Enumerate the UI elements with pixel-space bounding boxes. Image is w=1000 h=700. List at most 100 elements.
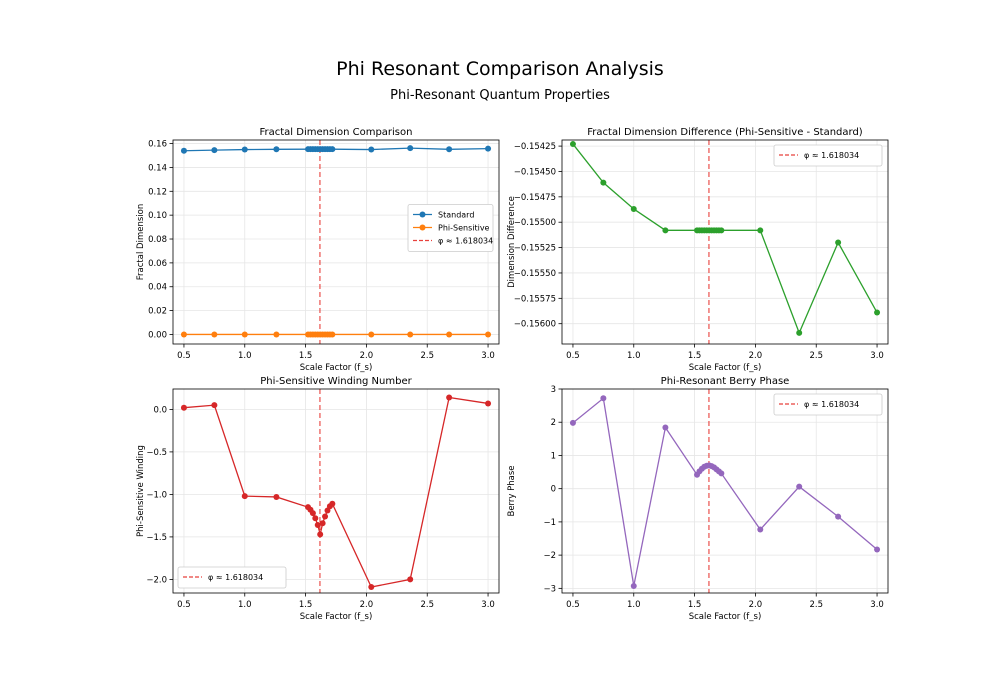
legend-label: Phi-Sensitive xyxy=(438,224,490,233)
legend-label: φ ≈ 1.618034 xyxy=(438,237,493,246)
legend-label: φ ≈ 1.618034 xyxy=(208,573,263,582)
y-tick-label: −0.15425 xyxy=(514,142,556,152)
data-point-standard-point-14 xyxy=(329,146,336,153)
data-point-berry-point-16 xyxy=(796,483,803,490)
plot-frame xyxy=(172,139,500,345)
y-tick-label: −0.15475 xyxy=(514,193,556,203)
y-axis-label: Dimension Difference xyxy=(507,196,517,288)
data-point-difference-point-0 xyxy=(569,141,576,148)
x-axis-label: Scale Factor (f_s) xyxy=(300,363,373,373)
y-tick-label: −0.5 xyxy=(146,448,167,458)
chart-fractal-dimension-difference: 0.5 1.0 1.5 2.0 2.5 3.0 −0.15425 −0.15450 −0.154… xyxy=(507,127,889,373)
x-tick-label: 1.0 xyxy=(238,351,252,361)
data-point-phi-sensitive-point-3 xyxy=(273,331,280,338)
y-axis-label: Berry Phase xyxy=(507,465,517,516)
x-tick-label: 1.5 xyxy=(688,351,702,361)
data-point-difference-point-18 xyxy=(874,309,881,316)
chart-title: Fractal Dimension Difference (Phi-Sensit… xyxy=(587,127,863,138)
chart-title: Phi-Sensitive Winding Number xyxy=(260,376,412,387)
data-point-winding-point-10 xyxy=(319,520,326,527)
data-point-phi-sensitive-point-14 xyxy=(329,331,336,338)
y-tick-label: 0.04 xyxy=(148,283,167,293)
chart-fractal-dimension-comparison: 0.5 1.0 1.5 2.0 2.5 3.0 0.00 0.02 0.04 0.06 0.08 0.… xyxy=(136,127,500,373)
y-tick-label: 0.0 xyxy=(153,405,167,415)
data-point-standard-point-17 xyxy=(446,146,453,153)
data-point-difference-point-1 xyxy=(600,179,607,186)
y-tick-label: 3 xyxy=(551,385,556,395)
data-point-phi-sensitive-point-16 xyxy=(407,331,414,338)
x-tick-label: 1.5 xyxy=(299,600,313,610)
x-tick-label: 1.5 xyxy=(688,600,702,610)
x-tick-label: 1.0 xyxy=(627,600,641,610)
legend-box xyxy=(773,393,883,416)
y-tick-label: −2.0 xyxy=(146,575,167,585)
data-point-standard-point-1 xyxy=(211,147,218,154)
y-tick-label: 0.10 xyxy=(148,211,167,221)
plot-frame xyxy=(172,388,500,594)
data-point-phi-sensitive-point-17 xyxy=(446,331,453,338)
data-point-berry-point-2 xyxy=(630,583,637,590)
chart-title: Fractal Dimension Comparison xyxy=(260,127,413,138)
x-tick-label: 1.0 xyxy=(627,351,641,361)
legend: φ ≈ 1.618034 xyxy=(177,566,287,589)
data-point-winding-point-8 xyxy=(314,522,321,528)
y-tick-label: 0.02 xyxy=(148,307,167,317)
data-point-winding-point-7 xyxy=(312,515,319,522)
data-point-winding-point-9 xyxy=(317,531,324,538)
data-point-winding-point-14 xyxy=(329,500,336,507)
data-point-difference-point-14 xyxy=(718,227,725,234)
data-point-winding-point-6 xyxy=(309,510,316,517)
series-line-standard xyxy=(183,147,489,152)
data-point-winding-point-0 xyxy=(180,404,187,411)
figure-subtitle: Phi-Resonant Quantum Properties xyxy=(390,88,610,103)
y-tick-label: 0.14 xyxy=(148,163,167,173)
x-tick-label: 3.0 xyxy=(870,351,884,361)
x-tick-label: 2.0 xyxy=(749,600,763,610)
series-line-difference xyxy=(572,143,878,335)
chart-winding-number: 0.5 1.0 1.5 2.0 2.5 3.0 0.0 −0.5 −1.0 −1.5 −2.0 Phi… xyxy=(136,376,500,622)
x-tick-label: 2.5 xyxy=(420,351,434,361)
legend-box xyxy=(773,144,883,167)
x-tick-label: 0.5 xyxy=(177,600,191,610)
y-tick-label: −1 xyxy=(543,518,556,528)
data-point-phi-sensitive-point-15 xyxy=(368,331,375,338)
legend-label: Standard xyxy=(438,211,474,220)
x-tick-label: 2.0 xyxy=(749,351,763,361)
legend: Standard Phi-Sensitive φ ≈ 1.618034 xyxy=(407,204,494,252)
data-point-winding-point-17 xyxy=(446,394,453,401)
legend-marker xyxy=(419,224,426,231)
y-tick-label: −0.15500 xyxy=(514,218,556,228)
data-point-difference-point-15 xyxy=(757,227,764,234)
y-tick-label: −0.15450 xyxy=(514,167,556,177)
y-tick-label: 0 xyxy=(551,485,556,495)
x-tick-label: 2.0 xyxy=(360,351,374,361)
data-point-difference-point-3 xyxy=(662,227,669,234)
chart-berry-phase: 0.5 1.0 1.5 2.0 2.5 3.0 3 2 1 0 −1 −2 −3 Phi-Resonant… xyxy=(507,376,889,622)
x-axis-label: Scale Factor (f_s) xyxy=(300,612,373,622)
data-point-winding-point-11 xyxy=(322,513,329,520)
data-point-winding-point-2 xyxy=(241,493,248,500)
plot-frame xyxy=(561,139,889,345)
data-point-standard-point-15 xyxy=(368,146,375,153)
y-tick-label: 2 xyxy=(551,418,556,428)
data-point-winding-point-1 xyxy=(211,402,218,409)
data-point-phi-sensitive-point-2 xyxy=(241,331,248,338)
x-tick-label: 2.5 xyxy=(420,600,434,610)
data-point-difference-point-16 xyxy=(796,329,803,336)
x-tick-label: 3.0 xyxy=(481,351,495,361)
y-tick-label: −2 xyxy=(543,551,556,561)
figure-title: Phi Resonant Comparison Analysis xyxy=(336,58,664,80)
data-point-phi-sensitive-point-18 xyxy=(485,331,492,338)
legend-box xyxy=(407,204,494,252)
legend-label: φ ≈ 1.618034 xyxy=(804,151,859,160)
y-axis-label: Fractal Dimension xyxy=(136,204,146,280)
data-point-difference-point-17 xyxy=(835,239,842,246)
x-tick-label: 3.0 xyxy=(481,600,495,610)
y-tick-label: −0.15600 xyxy=(514,320,556,330)
series-line-berry xyxy=(572,397,878,587)
legend-box xyxy=(177,566,287,589)
y-axis-label: Phi-Sensitive Winding xyxy=(136,445,146,537)
data-point-winding-point-15 xyxy=(368,584,375,591)
y-tick-label: 0.12 xyxy=(148,187,167,197)
data-point-phi-sensitive-point-0 xyxy=(180,331,187,338)
